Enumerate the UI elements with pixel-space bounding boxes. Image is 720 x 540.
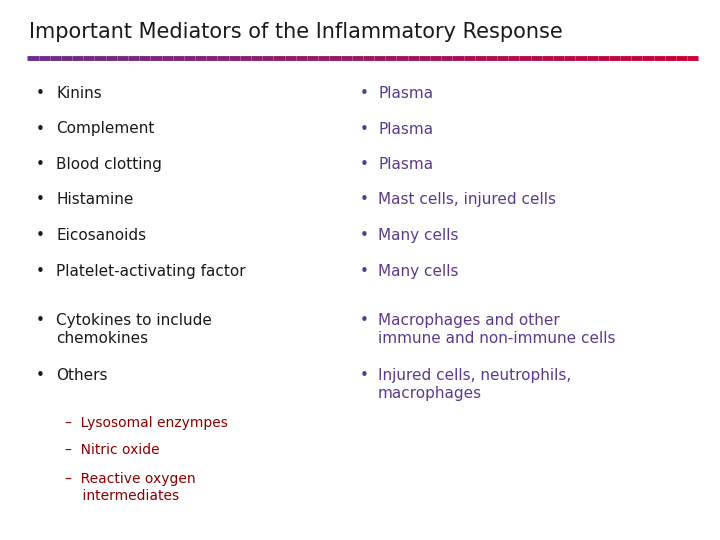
Text: Platelet-activating factor: Platelet-activating factor [56,264,246,279]
Text: •: • [36,192,45,207]
Text: •: • [36,313,45,328]
Text: Injured cells, neutrophils,
macrophages: Injured cells, neutrophils, macrophages [378,368,571,401]
Text: Plasma: Plasma [378,86,433,102]
Text: •: • [360,368,369,383]
Text: Plasma: Plasma [378,157,433,172]
Text: Complement: Complement [56,122,155,137]
Text: Important Mediators of the Inflammatory Response: Important Mediators of the Inflammatory … [29,22,562,42]
Text: Eicosanoids: Eicosanoids [56,228,146,243]
Text: •: • [360,86,369,102]
Text: –  Nitric oxide: – Nitric oxide [65,443,159,457]
Text: Histamine: Histamine [56,192,133,207]
Text: •: • [360,157,369,172]
Text: •: • [360,122,369,137]
Text: •: • [360,192,369,207]
Text: –  Lysosomal enzympes: – Lysosomal enzympes [65,416,228,430]
Text: Mast cells, injured cells: Mast cells, injured cells [378,192,556,207]
Text: •: • [360,228,369,243]
Text: Many cells: Many cells [378,228,459,243]
Text: Kinins: Kinins [56,86,102,102]
Text: •: • [360,313,369,328]
Text: •: • [36,86,45,102]
Text: Many cells: Many cells [378,264,459,279]
Text: Blood clotting: Blood clotting [56,157,162,172]
Text: •: • [36,228,45,243]
Text: •: • [360,264,369,279]
Text: Others: Others [56,368,108,383]
Text: –  Reactive oxygen
    intermediates: – Reactive oxygen intermediates [65,472,195,503]
Text: •: • [36,264,45,279]
Text: Cytokines to include
chemokines: Cytokines to include chemokines [56,313,212,346]
Text: •: • [36,157,45,172]
Text: •: • [36,368,45,383]
Text: Plasma: Plasma [378,122,433,137]
Text: Macrophages and other
immune and non-immune cells: Macrophages and other immune and non-imm… [378,313,616,346]
Text: •: • [36,122,45,137]
